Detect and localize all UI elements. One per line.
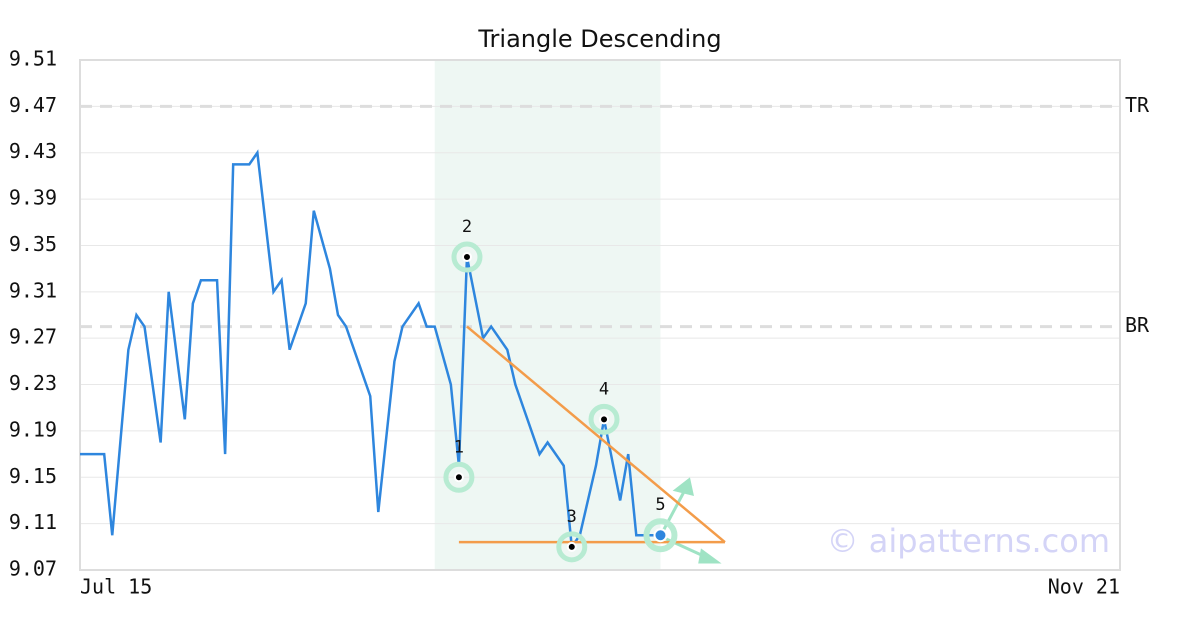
arrow-head [698,548,722,564]
pivot-halo [588,403,620,435]
pivot-halo [451,241,483,273]
y-tick-label: 9.07 [9,557,57,581]
pivot-point [453,472,464,483]
pivot-label: 1 [454,437,464,457]
watermark: © aipatterns.com [827,522,1110,560]
pivot-label: 3 [567,507,577,527]
y-tick-label: 9.11 [9,510,57,534]
y-tick-label: 9.31 [9,278,57,302]
trend-line [466,325,726,544]
pivot-halo [556,531,588,563]
price-line [80,149,661,551]
y-tick-label: 9.19 [9,417,57,441]
plot-frame [79,59,1121,571]
pivot-halo [643,518,678,553]
y-tick-label: 9.39 [9,186,57,210]
arrow-head [672,477,694,497]
level-label: BR [1125,313,1150,337]
pivot-halo [443,461,475,493]
pivot-label: 2 [462,217,472,237]
pivot-point [653,528,668,543]
plot-background [80,59,1120,571]
y-tick-label: 9.27 [9,325,57,349]
pivot-point [461,252,472,263]
level-label: TR [1125,93,1150,117]
pivot-label: 4 [599,379,609,399]
y-tick-label: 9.15 [9,464,57,488]
highlight-region [434,60,661,570]
x-tick-label: Nov 21 [1048,575,1120,599]
chart-title: Triangle Descending [477,25,721,53]
y-tick-label: 9.23 [9,371,57,395]
y-tick-label: 9.51 [9,47,57,71]
pivot-point [599,414,610,425]
x-tick-label: Jul 15 [80,575,152,599]
y-tick-label: 9.43 [9,139,57,163]
direction-arrows [660,477,722,564]
y-tick-label: 9.47 [9,93,57,117]
pivot-point [566,541,577,552]
pivot-label: 5 [655,495,665,515]
y-tick-label: 9.35 [9,232,57,256]
